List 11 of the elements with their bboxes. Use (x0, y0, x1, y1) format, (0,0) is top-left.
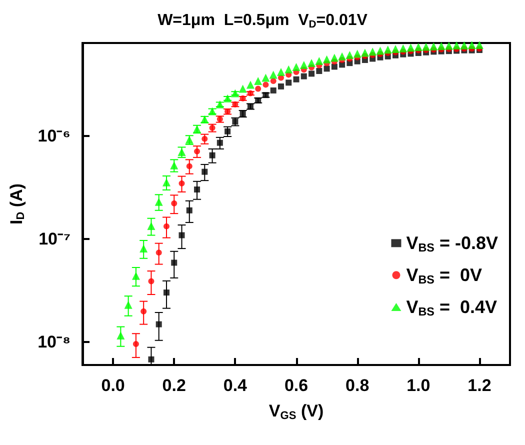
x-tick-label: 0.4 (223, 376, 248, 395)
x-tick-label: 1.0 (406, 376, 430, 395)
x-tick-label: 1.2 (468, 376, 492, 395)
x-tick-label: 0.6 (284, 376, 308, 395)
y-tick-label: 10⁻⁸ (38, 332, 71, 352)
y-axis-title: ID (A) (7, 183, 28, 225)
x-tick-label: 0.2 (162, 376, 186, 395)
x-tick-label: 0.8 (346, 376, 370, 395)
y-tick-label: 10⁻⁶ (38, 126, 71, 146)
y-tick-label: 10⁻⁷ (38, 230, 71, 249)
x-tick-label: 0.0 (101, 376, 125, 395)
